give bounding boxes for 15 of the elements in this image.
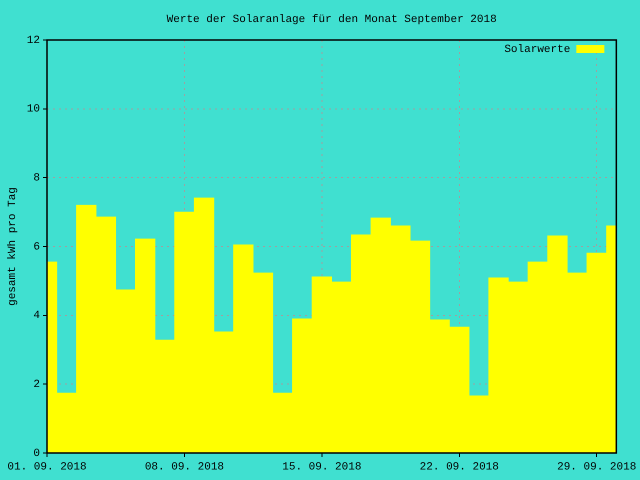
y-tick-label: 6 bbox=[33, 241, 40, 254]
x-tick-label: 22. 09. 2018 bbox=[420, 462, 499, 474]
y-axis-title: gesamt kWh pro Tag bbox=[6, 187, 19, 306]
y-tick-label: 4 bbox=[33, 310, 40, 322]
legend-label: Solarwerte bbox=[504, 44, 570, 56]
x-tick-label: 01. 09. 2018 bbox=[7, 462, 87, 474]
x-tick-label: 08. 09. 2018 bbox=[144, 462, 224, 474]
y-tick-label: 0 bbox=[33, 448, 40, 460]
x-tick-label: 29. 09. 2018 bbox=[557, 462, 636, 474]
y-tick-label: 10 bbox=[26, 104, 40, 116]
y-tick-label: 8 bbox=[33, 172, 40, 185]
x-tick-label: 15. 09. 2018 bbox=[282, 462, 362, 474]
y-tick-label: 2 bbox=[33, 379, 40, 392]
chart-title: Werte der Solaranlage für den Monat September 2018 bbox=[166, 14, 497, 26]
y-tick-label: 12 bbox=[26, 34, 40, 47]
